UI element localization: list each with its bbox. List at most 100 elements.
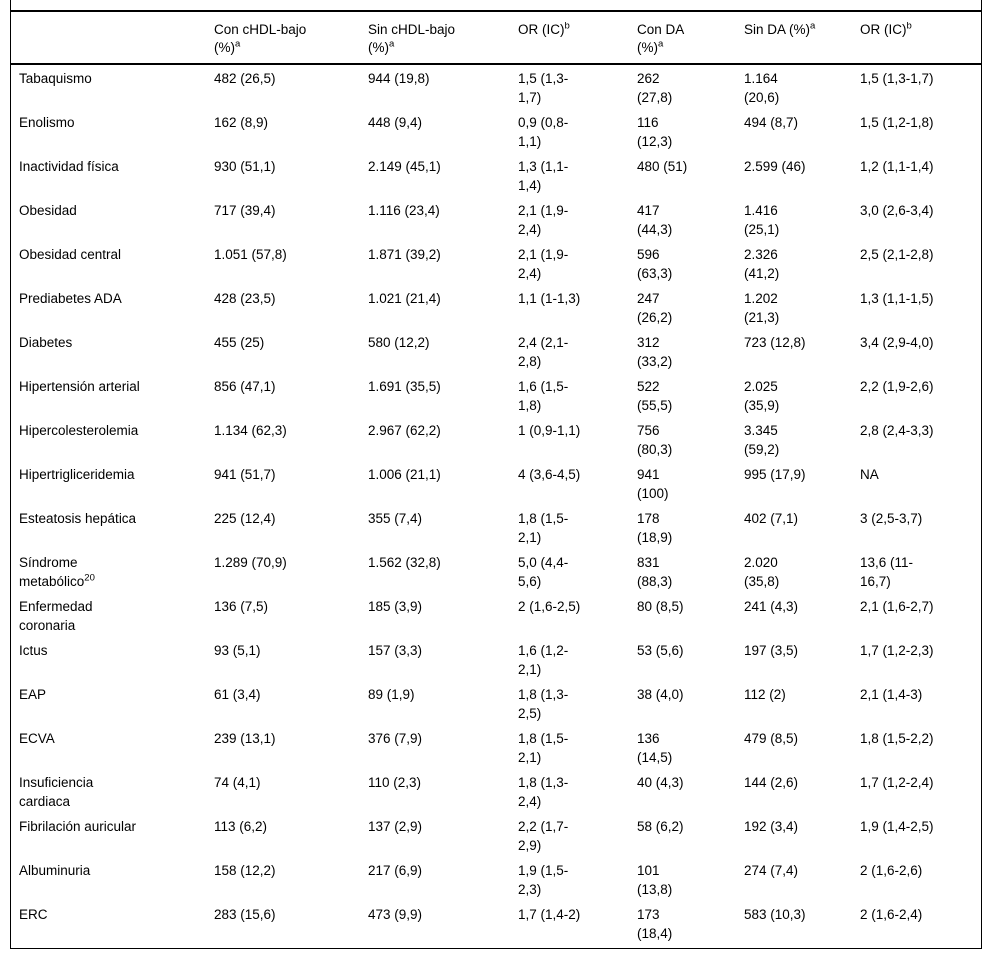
cell-sin-chdl: 580 (12,2) [368, 335, 430, 350]
cell-con-da: 38 (4,0) [637, 687, 684, 702]
cell-sin-chdl: 448 (9,4) [368, 115, 423, 130]
cell-or-chdl: 1,5 (1,3- 1,7) [518, 71, 569, 105]
cell-con-chdl: 239 (13,1) [214, 731, 276, 746]
table-row: Insuficiencia cardiaca 74 (4,1) 110 (2,3… [11, 769, 981, 813]
cell-or-da: 2 (1,6-2,6) [860, 863, 923, 878]
row-label: Prediabetes ADA [19, 291, 122, 306]
cell-con-da: 58 (6,2) [637, 819, 684, 834]
cell-or-chdl: 2,4 (2,1- 2,8) [518, 335, 569, 369]
cell-con-da: 40 (4,3) [637, 775, 684, 790]
cell-or-da: 1,2 (1,1-1,4) [860, 159, 934, 174]
table-row: Tabaquismo 482 (26,5) 944 (19,8) 1,5 (1,… [11, 64, 981, 109]
row-label: Tabaquismo [19, 71, 92, 86]
cell-or-da: 2,1 (1,4-3) [860, 687, 923, 702]
cell-sin-chdl: 1.691 (35,5) [368, 379, 441, 394]
row-label: Obesidad central [19, 247, 122, 262]
table-row: Inactividad física 930 (51,1) 2.149 (45,… [11, 153, 981, 197]
cell-con-da: 596 (63,3) [637, 247, 673, 281]
table-row: ECVA 239 (13,1) 376 (7,9) 1,8 (1,5- 2,1)… [11, 725, 981, 769]
cell-sin-da: 2.020 (35,8) [744, 555, 780, 589]
cell-con-da: 116 (12,3) [637, 115, 673, 149]
cell-con-chdl: 61 (3,4) [214, 687, 261, 702]
cell-sin-chdl: 2.967 (62,2) [368, 423, 441, 438]
cell-con-chdl: 930 (51,1) [214, 159, 276, 174]
cell-sin-chdl: 1.562 (32,8) [368, 555, 441, 570]
cell-con-da: 480 (51) [637, 159, 688, 174]
risk-factors-table: Con cHDL-bajo (%)a Sin cHDL-bajo (%)a OR… [11, 10, 981, 945]
cell-or-da: 2,8 (2,4-3,3) [860, 423, 934, 438]
superscript: a [389, 38, 395, 50]
cell-sin-chdl: 157 (3,3) [368, 643, 423, 658]
col-header-sin-chdl: Sin cHDL-bajo (%)a [367, 11, 517, 65]
row-label: Hipercolesterolemia [19, 423, 139, 438]
table-row: EAP 61 (3,4) 89 (1,9) 1,8 (1,3- 2,5) 38 … [11, 681, 981, 725]
table-header-row: Con cHDL-bajo (%)a Sin cHDL-bajo (%)a OR… [11, 11, 981, 65]
row-label: Hipertrigliceridemia [19, 467, 135, 482]
row-label: Ictus [19, 643, 48, 658]
cell-or-da: 1,5 (1,2-1,8) [860, 115, 934, 130]
cell-or-chdl: 1,9 (1,5- 2,3) [518, 863, 569, 897]
cell-or-da: 1,3 (1,1-1,5) [860, 291, 934, 306]
cell-sin-chdl: 1.021 (21,4) [368, 291, 441, 306]
superscript: a [235, 38, 241, 50]
row-label: Diabetes [19, 335, 73, 350]
col-header-rowlabel [11, 11, 213, 65]
cell-sin-da: 144 (2,6) [744, 775, 799, 790]
cell-sin-da: 197 (3,5) [744, 643, 799, 658]
table-row: ERC 283 (15,6) 473 (9,9) 1,7 (1,4-2) 173… [11, 901, 981, 945]
cell-sin-chdl: 217 (6,9) [368, 863, 423, 878]
cell-or-chdl: 2,1 (1,9- 2,4) [518, 203, 569, 237]
cell-or-chdl: 1,6 (1,2- 2,1) [518, 643, 569, 677]
cell-sin-da: 723 (12,8) [744, 335, 806, 350]
table-row: Hipercolesterolemia 1.134 (62,3) 2.967 (… [11, 417, 981, 461]
row-label: Síndrome metabólico20 [19, 555, 95, 589]
cell-con-da: 247 (26,2) [637, 291, 673, 325]
cell-con-chdl: 482 (26,5) [214, 71, 276, 86]
row-label: Inactividad física [19, 159, 119, 174]
cell-or-chdl: 1,8 (1,5- 2,1) [518, 731, 569, 765]
cell-con-da: 417 (44,3) [637, 203, 673, 237]
cell-con-chdl: 856 (47,1) [214, 379, 276, 394]
cell-con-da: 53 (5,6) [637, 643, 684, 658]
cell-or-chdl: 2 (1,6-2,5) [518, 599, 581, 614]
cell-sin-chdl: 944 (19,8) [368, 71, 430, 86]
col-header-con-da: Con DA (%)a [636, 11, 743, 65]
col-header-sin-da: Sin DA (%)a [743, 11, 859, 65]
superscript: b [564, 20, 570, 32]
cell-sin-chdl: 376 (7,9) [368, 731, 423, 746]
cell-or-da: 1,7 (1,2-2,4) [860, 775, 934, 790]
cell-or-chdl: 1,1 (1-1,3) [518, 291, 581, 306]
cell-con-chdl: 113 (6,2) [214, 819, 268, 834]
cell-or-chdl: 1,6 (1,5- 1,8) [518, 379, 569, 413]
cell-con-chdl: 455 (25) [214, 335, 265, 350]
row-label: ECVA [19, 731, 55, 746]
cell-con-da: 831 (88,3) [637, 555, 673, 589]
cell-sin-chdl: 110 (2,3) [368, 775, 422, 790]
cell-sin-da: 274 (7,4) [744, 863, 799, 878]
cell-or-da: 2,1 (1,6-2,7) [860, 599, 934, 614]
cell-sin-da: 402 (7,1) [744, 511, 799, 526]
cell-con-chdl: 428 (23,5) [214, 291, 276, 306]
superscript: a [658, 38, 664, 50]
cell-sin-chdl: 1.871 (39,2) [368, 247, 441, 262]
cell-con-da: 522 (55,5) [637, 379, 673, 413]
cell-con-da: 101 (13,8) [637, 863, 673, 897]
cell-or-da: 1,8 (1,5-2,2) [860, 731, 934, 746]
cell-sin-chdl: 2.149 (45,1) [368, 159, 441, 174]
cell-con-chdl: 941 (51,7) [214, 467, 276, 482]
cell-con-da: 80 (8,5) [637, 599, 684, 614]
cell-or-da: 2 (1,6-2,4) [860, 907, 923, 922]
cell-sin-chdl: 1.006 (21,1) [368, 467, 441, 482]
cell-con-chdl: 717 (39,4) [214, 203, 276, 218]
col-header-or-chdl: OR (IC)b [517, 11, 636, 65]
table-frame: Con cHDL-bajo (%)a Sin cHDL-bajo (%)a OR… [10, 0, 982, 949]
cell-or-da: 3 (2,5-3,7) [860, 511, 923, 526]
table-row: Prediabetes ADA 428 (23,5) 1.021 (21,4) … [11, 285, 981, 329]
cell-or-chdl: 0,9 (0,8- 1,1) [518, 115, 569, 149]
cell-sin-da: 995 (17,9) [744, 467, 806, 482]
superscript: a [810, 20, 816, 32]
cell-sin-chdl: 185 (3,9) [368, 599, 423, 614]
cell-sin-chdl: 1.116 (23,4) [368, 203, 440, 218]
table-row: Esteatosis hepática 225 (12,4) 355 (7,4)… [11, 505, 981, 549]
cell-con-chdl: 162 (8,9) [214, 115, 269, 130]
